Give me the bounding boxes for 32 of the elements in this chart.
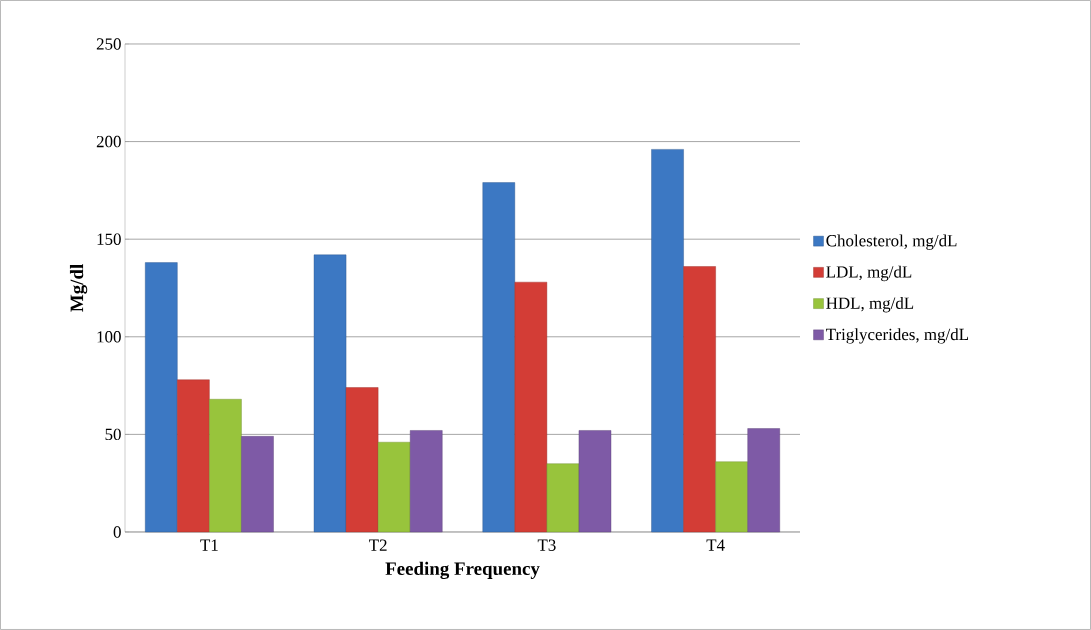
legend-label: Cholesterol, mg/dL: [826, 234, 957, 250]
bar: [482, 182, 516, 533]
y-tick-label: 50: [105, 428, 121, 441]
bar: [683, 266, 716, 533]
legend-label: HDL, mg/dL: [826, 296, 914, 313]
bar: [651, 149, 684, 533]
x-tick-label: T4: [706, 539, 725, 551]
bar: [241, 436, 274, 533]
x-tick-label: T3: [537, 539, 556, 551]
y-tick-label: 100: [97, 331, 121, 343]
legend-label: Triglycerides, mg/dL: [826, 328, 969, 344]
bar: [313, 254, 347, 533]
y-tick-label: 150: [97, 233, 121, 245]
y-axis-title: Mg/dl: [69, 264, 88, 312]
x-tick-label: T1: [200, 539, 218, 551]
bar: [410, 430, 443, 533]
bar: [546, 463, 580, 533]
y-tick-label: 200: [96, 135, 121, 148]
x-axis-title: Feeding Frequency: [385, 561, 540, 580]
bar: [209, 399, 242, 533]
bar: [377, 441, 411, 533]
bar: [514, 281, 548, 533]
x-tick-label: T2: [369, 539, 387, 551]
bar: [177, 379, 210, 533]
bar: [747, 428, 780, 533]
bar: [578, 430, 612, 533]
y-tick-label: 250: [96, 38, 121, 50]
y-tick-label: 0: [113, 526, 121, 538]
legend-label: LDL, mg/dL: [826, 265, 912, 282]
bar: [715, 461, 748, 533]
bar: [345, 387, 379, 533]
bar: [145, 262, 178, 533]
